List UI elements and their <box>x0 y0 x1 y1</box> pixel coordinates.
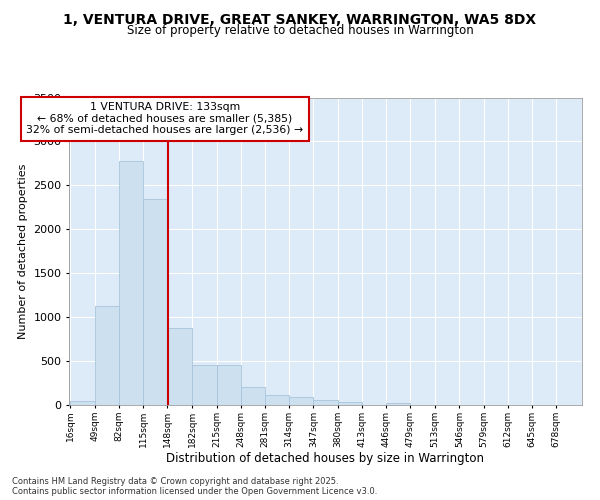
Bar <box>313 400 338 405</box>
Text: 1 VENTURA DRIVE: 133sqm
← 68% of detached houses are smaller (5,385)
32% of semi: 1 VENTURA DRIVE: 133sqm ← 68% of detache… <box>26 102 304 136</box>
Bar <box>386 403 410 405</box>
Bar <box>119 161 143 405</box>
Y-axis label: Number of detached properties: Number of detached properties <box>17 164 28 339</box>
Text: Size of property relative to detached houses in Warrington: Size of property relative to detached ho… <box>127 24 473 37</box>
Bar <box>289 397 313 405</box>
Bar <box>265 396 289 405</box>
Text: 1, VENTURA DRIVE, GREAT SANKEY, WARRINGTON, WA5 8DX: 1, VENTURA DRIVE, GREAT SANKEY, WARRINGT… <box>64 12 536 26</box>
Bar <box>95 306 119 405</box>
X-axis label: Distribution of detached houses by size in Warrington: Distribution of detached houses by size … <box>167 452 485 466</box>
Bar <box>70 400 95 405</box>
Text: Contains HM Land Registry data © Crown copyright and database right 2025.: Contains HM Land Registry data © Crown c… <box>12 478 338 486</box>
Bar <box>217 366 241 405</box>
Bar <box>338 402 362 405</box>
Bar <box>192 366 217 405</box>
Bar <box>143 198 167 405</box>
Bar <box>241 388 265 405</box>
Text: Contains public sector information licensed under the Open Government Licence v3: Contains public sector information licen… <box>12 488 377 496</box>
Bar <box>167 328 191 405</box>
